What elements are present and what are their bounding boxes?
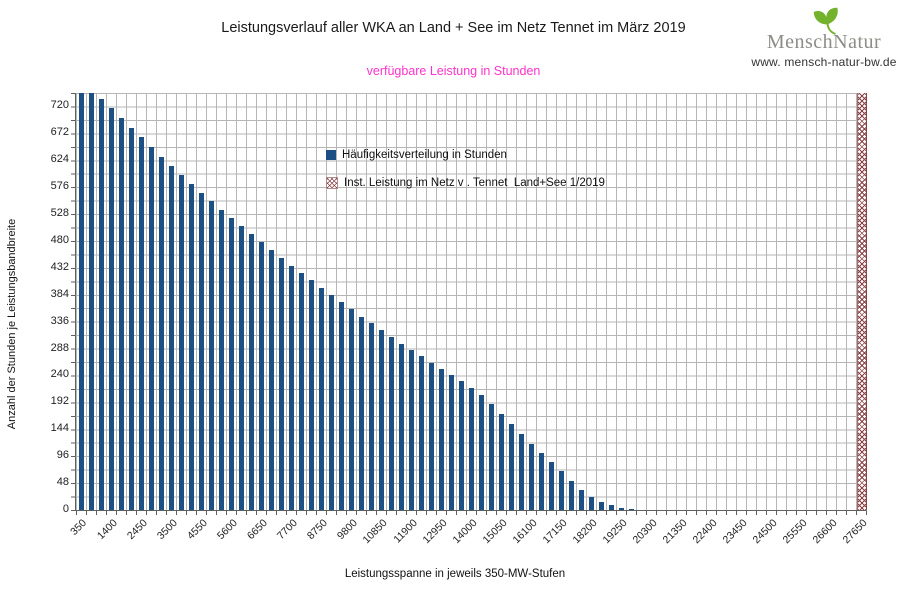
x-tick-label: 27650 (840, 517, 870, 547)
histogram-bar (588, 496, 594, 510)
histogram-bar (258, 242, 264, 510)
histogram-bar (438, 368, 444, 510)
histogram-bar (468, 387, 474, 510)
y-tick-label: 384 (50, 287, 69, 300)
histogram-bar (448, 374, 454, 510)
histogram-bar (528, 443, 534, 510)
y-tick-label: 720 (50, 99, 69, 112)
histogram-bar (118, 117, 124, 510)
y-tick-label: 0 (62, 503, 69, 515)
mensch-natur-logo: MenschNatur www. mensch-natur-bw.de (749, 4, 899, 69)
histogram-bar (268, 249, 274, 510)
chart-subtitle: verfügbare Leistung in Stunden (366, 64, 541, 78)
histogram-bar (478, 395, 484, 510)
y-tick-label: 240 (50, 368, 69, 381)
histogram-bar (288, 265, 294, 510)
histogram-bar (308, 280, 314, 510)
legend-entry-frequency: Häufigkeitsverteilung in Stunden (326, 145, 605, 165)
histogram-bar (518, 434, 524, 510)
y-axis-title: Anzahl der Stunden je Leistungsbandbreit… (6, 218, 18, 430)
histogram-bar (388, 336, 394, 510)
plot-area (76, 93, 867, 511)
histogram-bar (188, 183, 194, 510)
histogram-bar (408, 350, 414, 510)
histogram-bar (178, 174, 184, 510)
crosshatch-series-swatch-icon (326, 177, 338, 189)
installed-capacity-bar (856, 93, 867, 510)
y-tick-label: 192 (50, 395, 69, 408)
histogram-bar (358, 316, 364, 510)
histogram-bar (628, 508, 634, 510)
histogram-bar (318, 287, 324, 510)
ginkgo-leaf-icon (809, 4, 845, 41)
y-tick-label: 336 (50, 314, 69, 327)
histogram-bar (238, 226, 244, 510)
x-axis-title: Leistungsspanne in jeweils 350-MW-Stufen (344, 568, 566, 580)
histogram-bar (568, 480, 574, 510)
y-tick-label: 480 (50, 233, 69, 246)
histogram-bar (578, 489, 584, 510)
histogram-bar (218, 209, 224, 510)
histogram-bar (108, 108, 114, 510)
y-tick-label: 672 (50, 126, 69, 139)
y-tick-label: 624 (50, 153, 69, 166)
logo-url: www. mensch-natur-bw.de (751, 55, 897, 69)
histogram-bar (488, 403, 494, 510)
x-axis-ticks (76, 511, 867, 515)
histogram-bar (618, 507, 624, 510)
histogram-bar (248, 234, 254, 510)
histogram-bar (368, 323, 374, 510)
histogram-bar (158, 156, 164, 510)
y-axis-line (75, 93, 76, 511)
chart-legend: Häufigkeitsverteilung in Stunden Inst. L… (326, 145, 605, 201)
histogram-bar (378, 330, 384, 510)
chart-title: Leistungsverlauf aller WKA an Land + See… (221, 20, 686, 36)
histogram-bar (298, 272, 304, 510)
histogram-bar (338, 302, 344, 510)
y-tick-label: 144 (50, 422, 69, 435)
histogram-bar (168, 165, 174, 510)
histogram-bar (328, 294, 334, 510)
histogram-bar (148, 147, 154, 510)
histogram-bar (418, 356, 424, 510)
histogram-bar (88, 93, 94, 510)
histogram-bar (508, 424, 514, 510)
y-tick-label: 288 (50, 341, 69, 354)
histogram-bar (98, 98, 104, 510)
histogram-bar (498, 413, 504, 510)
legend-label: Häufigkeitsverteilung in Stunden (342, 149, 507, 161)
histogram-bar (548, 461, 554, 510)
histogram-bar (558, 470, 564, 510)
histogram-bar (208, 201, 214, 510)
histogram-bar (128, 127, 134, 510)
legend-entry-installed-capacity: Inst. Leistung im Netz v . Tennet Land+S… (326, 173, 605, 193)
histogram-bar (198, 192, 204, 510)
y-tick-label: 48 (56, 476, 69, 489)
y-tick-label: 96 (56, 449, 69, 462)
histogram-bar (228, 218, 234, 510)
histogram-bar (348, 309, 354, 510)
histogram-bar (598, 501, 604, 510)
histogram-bar (538, 452, 544, 510)
bar-series-swatch-icon (326, 150, 336, 160)
logo-wordmark: MenschNatur (766, 31, 882, 53)
histogram-bar (138, 136, 144, 510)
y-tick-label: 432 (50, 260, 69, 273)
legend-label: Inst. Leistung im Netz v . Tennet Land+S… (344, 177, 605, 189)
histogram-bar (398, 343, 404, 510)
histogram-bar (78, 93, 84, 510)
y-axis-ticks (71, 93, 75, 511)
y-tick-label: 576 (50, 180, 69, 193)
histogram-bar (458, 381, 464, 510)
histogram-bar (428, 362, 434, 510)
histogram-bar (278, 257, 284, 510)
histogram-bar (608, 504, 614, 510)
y-tick-label: 528 (50, 207, 69, 220)
